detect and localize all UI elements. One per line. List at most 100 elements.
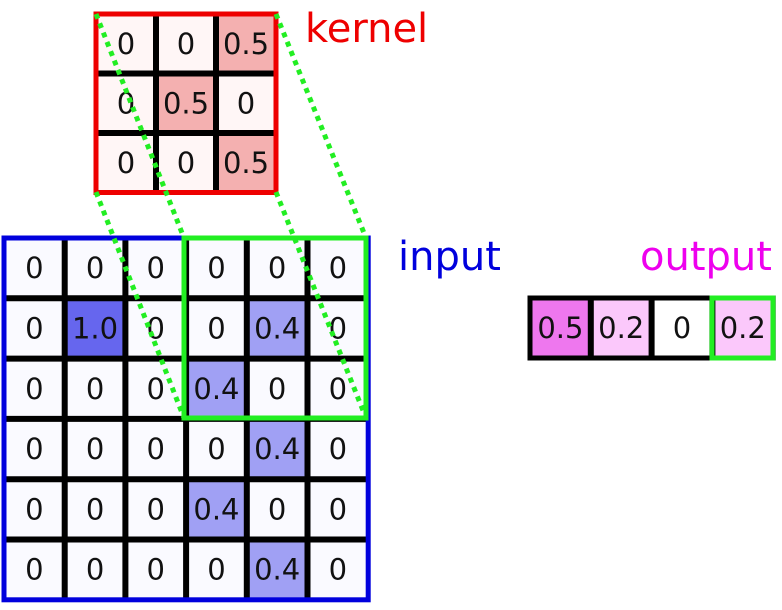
input-cell — [307, 418, 369, 480]
input-cell — [4, 298, 65, 359]
input-cell-value: 0 — [329, 432, 347, 466]
input-cell-value: 0.4 — [254, 311, 300, 345]
kernel-cell-value: 0.5 — [223, 27, 269, 61]
input-cell-value: 0 — [147, 311, 165, 345]
input-cell-value: 0 — [147, 372, 165, 406]
input-cell — [64, 479, 126, 540]
kernel-cell — [156, 73, 216, 133]
projection-line — [273, 13, 369, 239]
output-cell — [530, 298, 591, 358]
input-cell-value: 0 — [25, 492, 43, 526]
input-cell — [246, 539, 308, 600]
kernel-cell-value: 0 — [237, 86, 255, 120]
input-cell-value: 0 — [147, 432, 165, 466]
input-cell-value: 0 — [207, 311, 225, 345]
input-cell-value: 0 — [86, 372, 104, 406]
input-cell — [246, 418, 308, 480]
input-cell-value: 0 — [25, 372, 43, 406]
kernel-cell-value: 0.5 — [223, 146, 269, 180]
input-cell — [186, 479, 247, 540]
input-cell — [246, 238, 308, 299]
input-cell-value: 0 — [25, 432, 43, 466]
kernel-cell — [216, 133, 276, 193]
input-cell-value: 0 — [329, 553, 347, 587]
kernel-cell — [96, 73, 156, 133]
input-cell — [4, 358, 65, 419]
input-cell-value: 0.4 — [254, 432, 300, 466]
input-cell-value: 0 — [268, 372, 286, 406]
input-cell — [307, 358, 369, 419]
input-cell — [64, 298, 126, 359]
input-cell-value: 0 — [25, 251, 43, 285]
input-cell-value: 0 — [86, 553, 104, 587]
input-cell-value: 0 — [268, 492, 286, 526]
projection-line — [93, 191, 187, 419]
kernel-cell-value: 0 — [117, 27, 135, 61]
input-cell — [64, 418, 126, 480]
input-cell — [307, 479, 369, 540]
projection-line — [93, 13, 187, 239]
input-cell — [186, 238, 247, 299]
input-cell-value: 0 — [207, 251, 225, 285]
input-cell — [125, 298, 187, 359]
kernel-cell — [156, 133, 216, 193]
output-cell — [590, 298, 652, 358]
input-cell-value: 0 — [86, 251, 104, 285]
input-cell — [246, 298, 308, 359]
output-cell-value: 0 — [673, 311, 691, 345]
kernel-cell-value: 0.5 — [163, 86, 209, 120]
input-cell-value: 0 — [147, 492, 165, 526]
input-cell-value: 0.4 — [193, 492, 239, 526]
kernel-cell-value: 0 — [117, 86, 135, 120]
input-cell — [246, 358, 308, 419]
input-cell — [125, 539, 187, 600]
input-cell — [4, 539, 65, 600]
kernel-cell-value: 0 — [117, 146, 135, 180]
input-cell-value: 0 — [268, 251, 286, 285]
input-cell — [307, 298, 369, 359]
input-cell-value: 0 — [147, 251, 165, 285]
input-cell — [186, 298, 247, 359]
output-cell-value: 0.2 — [598, 311, 644, 345]
kernel-grid: 0 0 0.5 0 0.5 0 0 0 0.5 — [93, 11, 279, 195]
input-cell — [246, 479, 308, 540]
kernel-cell-value: 0 — [177, 27, 195, 61]
output-label: output — [640, 234, 772, 280]
input-cell — [186, 358, 247, 419]
input-cell — [125, 418, 187, 480]
input-cell — [307, 238, 369, 299]
input-cell — [4, 238, 65, 299]
kernel-cell-value: 0 — [177, 146, 195, 180]
input-cell-value: 1.0 — [72, 311, 118, 345]
output-cell — [712, 298, 774, 358]
kernel-cell — [216, 73, 276, 133]
kernel-cell — [96, 133, 156, 193]
input-cell — [307, 539, 369, 600]
input-cell — [64, 238, 126, 299]
input-cell — [64, 358, 126, 419]
input-cell — [125, 479, 187, 540]
output-cell-value: 0.5 — [537, 311, 583, 345]
input-cell — [64, 539, 126, 600]
input-cell-value: 0 — [329, 311, 347, 345]
input-cell-value: 0 — [147, 553, 165, 587]
input-cell — [4, 418, 65, 480]
input-cell — [4, 479, 65, 540]
input-cell-value: 0 — [329, 251, 347, 285]
input-cell-value: 0 — [329, 492, 347, 526]
input-cell-value: 0.4 — [193, 372, 239, 406]
output-cell — [651, 298, 713, 358]
output-cell-value: 0.2 — [720, 311, 766, 345]
kernel-border — [93, 11, 279, 195]
input-cell — [125, 358, 187, 419]
input-cell-value: 0.4 — [254, 553, 300, 587]
input-cell-value: 0 — [25, 553, 43, 587]
kernel-cell — [156, 14, 216, 74]
input-cell-value: 0 — [207, 432, 225, 466]
input-cell-value: 0 — [25, 311, 43, 345]
projection-line — [273, 191, 369, 419]
input-label: input — [398, 234, 501, 280]
input-cell-value: 0 — [86, 492, 104, 526]
input-cell — [186, 418, 247, 480]
